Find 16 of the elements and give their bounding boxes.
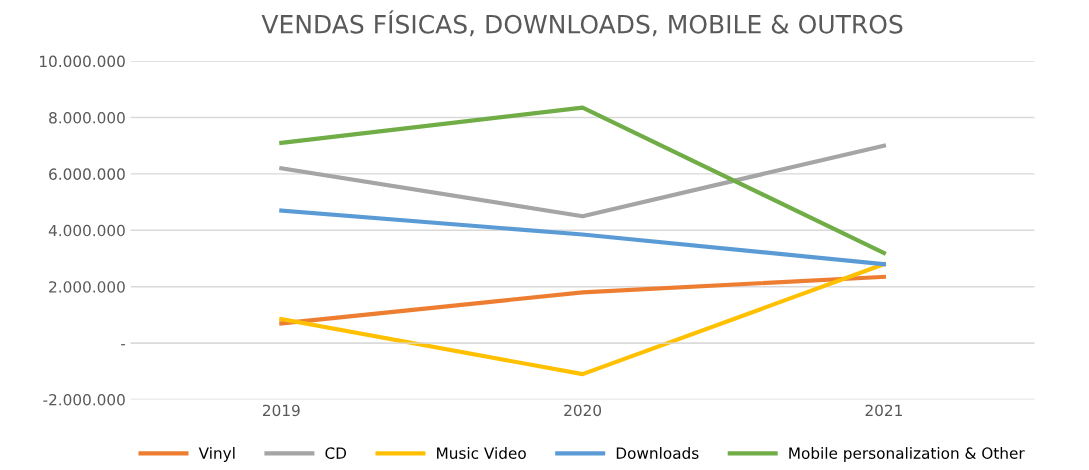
x-tick-label: 2020 [564, 404, 602, 417]
legend-label: Downloads [616, 447, 699, 459]
legend-label: Music Video [437, 447, 526, 459]
y-tick-label: -2.000.000 [43, 393, 125, 406]
legend-label: CD [325, 447, 347, 459]
x-tick-label: 2019 [263, 404, 300, 417]
legend-label: Vinyl [198, 447, 235, 462]
y-tick-label: 8.000.000 [49, 111, 125, 124]
y-tick-label: - [121, 344, 126, 346]
y-tick-label: 2.000.000 [49, 281, 125, 293]
y-tick-label: 4.000.000 [48, 224, 125, 237]
y-tick-label: 6.000.000 [49, 168, 125, 180]
x-tick-label: 2021 [865, 404, 902, 417]
legend-label: Mobile personalization & Other [789, 447, 1025, 462]
y-tick-label: 10.000.000 [40, 55, 125, 68]
chart-title: VENDAS FÍSICAS, DOWNLOADS, MOBILE & OUTROS [261, 10, 903, 37]
